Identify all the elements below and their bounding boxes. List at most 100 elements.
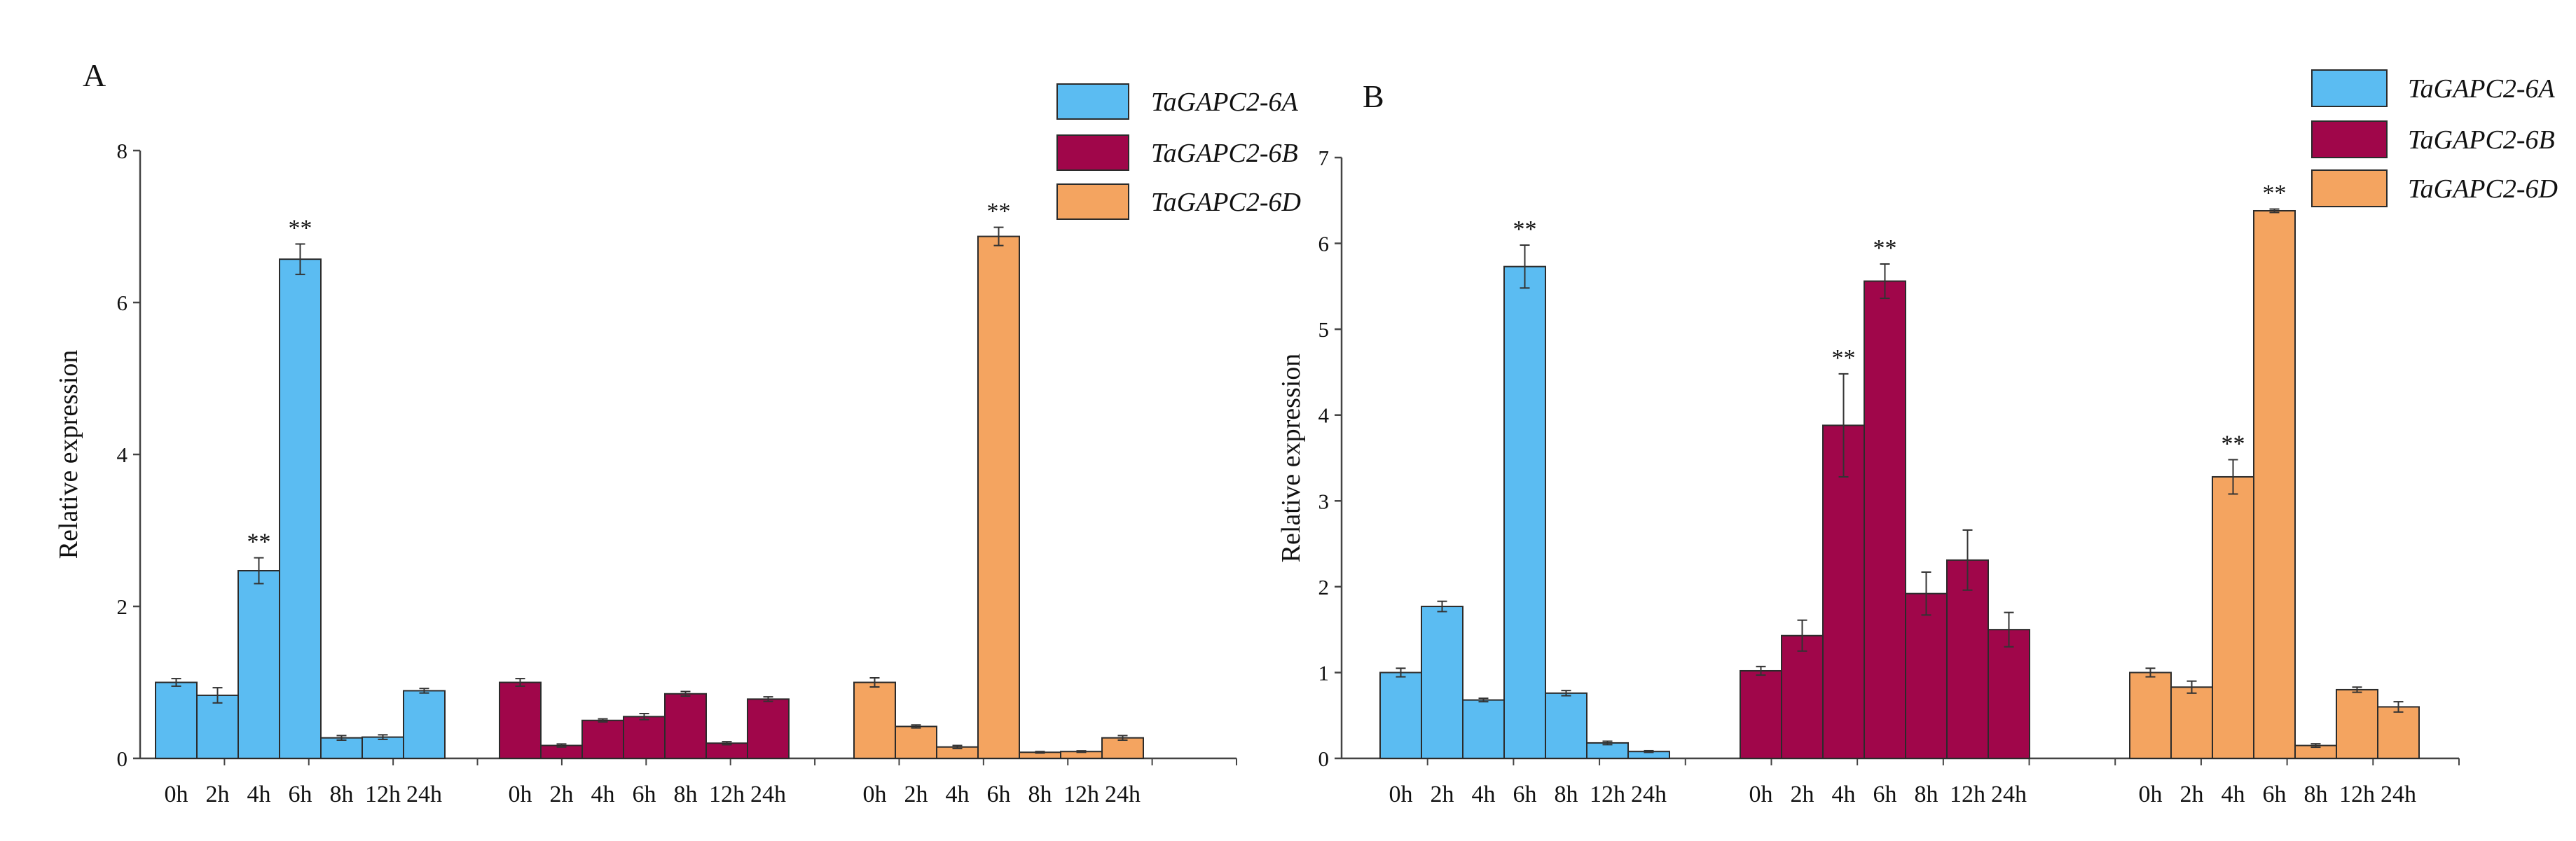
y-tick-label: 4 (117, 443, 128, 467)
legend-swatch (1056, 134, 1129, 171)
x-tick-label: 2h (904, 781, 928, 807)
y-tick-label: 6 (117, 291, 128, 315)
bar (320, 737, 363, 759)
x-tick-label: 8h (2304, 781, 2328, 807)
legend-swatch (1056, 183, 1129, 220)
legend-label: TaGAPC2-6D (2408, 174, 2558, 204)
x-tick-label: 4h (1472, 781, 1496, 807)
x-tick-label: 8h (1555, 781, 1578, 807)
bar (361, 736, 404, 759)
x-tick-label: 12h (709, 781, 745, 807)
x-tick-label: 8h (330, 781, 354, 807)
significance-marker: ** (1832, 345, 1856, 371)
y-tick-label: 7 (1318, 146, 1330, 170)
chart-panel-b: B 0 1 2 3 4 5 6 7 Relative expression 0h 2h 4h ** 6h 8… (1276, 69, 2558, 807)
legend-label: TaGAPC2-6B (2408, 125, 2555, 155)
legend: TaGAPC2-6A TaGAPC2-6B TaGAPC2-6D (2311, 69, 2558, 207)
bar (853, 681, 896, 759)
bar (1905, 592, 1948, 759)
bar (279, 258, 322, 759)
bar (705, 742, 748, 760)
x-tick-label: 2h (1431, 781, 1454, 807)
bar (977, 235, 1020, 760)
significance-marker: ** (289, 215, 312, 241)
significance-marker: ** (1513, 216, 1537, 242)
x-tick-label: 24h (750, 781, 786, 807)
x-tick-label: 4h (591, 781, 615, 807)
bar (1101, 737, 1144, 759)
x-tick-label: 0h (863, 781, 887, 807)
bar (1462, 699, 1505, 759)
x-tick-label: 0h (2139, 781, 2163, 807)
y-tick-label: 0 (117, 746, 128, 771)
x-tick-label: 12h (1063, 781, 1099, 807)
bar (1379, 672, 1422, 760)
significance-marker: ** (987, 199, 1011, 225)
series-TaGAPC2-6D: 0h 2h ** 4h ** 6h 8h 12h 24h (2129, 181, 2420, 807)
y-tick-label: 0 (1318, 746, 1330, 771)
x-tick-label: 2h (1791, 781, 1814, 807)
bar (155, 681, 198, 759)
bar (895, 725, 937, 760)
bar (2377, 706, 2420, 760)
significance-marker: ** (1873, 235, 1897, 261)
legend-label: TaGAPC2-6A (2408, 74, 2556, 104)
x-tick-label: 0h (165, 781, 188, 807)
series-TaGAPC2-6A: 0h 2h ** 4h ** 6h 8h 12h 24h (155, 215, 446, 807)
bar (623, 716, 666, 760)
x-tick-label: 12h (365, 781, 401, 807)
bar (2129, 672, 2172, 760)
legend-label: TaGAPC2-6B (1151, 139, 1298, 168)
x-tick-label: 24h (1631, 781, 1667, 807)
bar (2253, 209, 2296, 760)
bar (1864, 280, 1906, 759)
x-tick-label: 4h (2222, 781, 2245, 807)
bar (237, 570, 280, 759)
y-tick-label: 2 (1318, 575, 1330, 599)
y-tick-label: 6 (1318, 232, 1330, 256)
legend-swatch (2311, 69, 2388, 107)
x-tick-label: 4h (247, 781, 271, 807)
bar (1545, 692, 1587, 759)
x-tick-label: 2h (550, 781, 574, 807)
x-tick-label: 12h (2339, 781, 2375, 807)
legend-swatch (1056, 83, 1129, 120)
bar (1988, 629, 2030, 760)
legend-swatch (2311, 169, 2388, 207)
bar (403, 690, 446, 759)
series-TaGAPC2-6D: 0h 2h 4h ** 6h 8h 12h 24h (853, 199, 1144, 807)
legend-label: TaGAPC2-6D (1151, 188, 1301, 217)
y-tick-label: 5 (1318, 317, 1330, 342)
significance-marker: ** (2222, 431, 2245, 457)
x-tick-label: 4h (946, 781, 970, 807)
bar (2170, 686, 2213, 759)
bar (1421, 606, 1463, 760)
x-tick-label: 0h (1749, 781, 1773, 807)
x-tick-label: 12h (1590, 781, 1625, 807)
panel-label-a: A (83, 57, 106, 93)
panel-label-b: B (1363, 78, 1384, 114)
bar (2212, 475, 2254, 759)
bar (1503, 265, 1546, 759)
significance-marker: ** (2263, 181, 2287, 207)
x-tick-label: 6h (987, 781, 1011, 807)
x-tick-label: 24h (2381, 781, 2416, 807)
y-axis-title: Relative expression (54, 350, 83, 559)
y-axis-title: Relative expression (1276, 354, 1306, 563)
x-tick-label: 24h (1991, 781, 2027, 807)
x-tick-label: 6h (2263, 781, 2287, 807)
x-tick-label: 8h (674, 781, 698, 807)
x-tick-label: 6h (1873, 781, 1897, 807)
bar (1781, 634, 1824, 759)
x-tick-label: 0h (509, 781, 532, 807)
bar (1740, 669, 1782, 760)
bar (747, 698, 790, 759)
x-tick-label: 6h (1513, 781, 1537, 807)
bar (581, 719, 624, 759)
x-tick-label: 4h (1832, 781, 1856, 807)
chart-panel-a: A 0 2 4 6 8 Relative expression 0h 2h ** 4h ** 6h 8h… (54, 57, 1301, 807)
bar (196, 694, 239, 760)
y-tick-label: 1 (1318, 660, 1330, 685)
x-tick-label: 6h (633, 781, 656, 807)
bar (1822, 424, 1865, 759)
